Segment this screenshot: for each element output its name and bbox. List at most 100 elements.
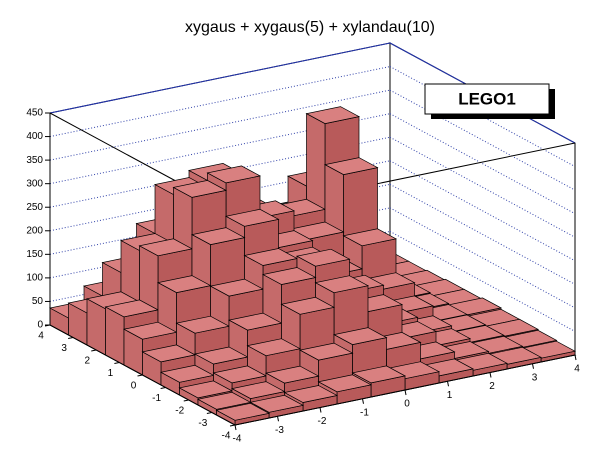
z-tick-label: 400 bbox=[26, 131, 43, 142]
grid-line bbox=[389, 183, 576, 285]
y-tick-label: -3 bbox=[198, 418, 207, 429]
y-tick-label: 2 bbox=[84, 356, 90, 367]
grid-line bbox=[49, 160, 391, 232]
x-tick bbox=[362, 398, 364, 404]
bar-top bbox=[261, 267, 317, 285]
z-tick-label: 0 bbox=[37, 320, 43, 331]
y-tick bbox=[206, 412, 212, 414]
bar-top bbox=[342, 228, 398, 247]
bar-top bbox=[332, 327, 388, 345]
bar-top bbox=[178, 380, 234, 399]
bar-top bbox=[230, 381, 286, 399]
grid-line bbox=[389, 160, 576, 262]
bar-top bbox=[243, 248, 299, 266]
bar-top bbox=[138, 238, 194, 257]
y-tick bbox=[68, 337, 74, 339]
y-tick bbox=[44, 324, 51, 327]
bar-top bbox=[190, 227, 246, 245]
bar-top bbox=[351, 365, 407, 384]
bar-top bbox=[280, 296, 336, 315]
x-tick-label: -4 bbox=[233, 434, 242, 445]
grid-line bbox=[389, 231, 576, 332]
bar-top bbox=[283, 385, 339, 403]
y-tick-label: -4 bbox=[222, 431, 231, 442]
bar-top bbox=[104, 299, 160, 318]
box-edge bbox=[49, 42, 391, 114]
bar-top bbox=[209, 278, 265, 297]
x-tick bbox=[319, 407, 322, 413]
grid-line bbox=[49, 113, 391, 185]
y-tick bbox=[160, 387, 166, 389]
bar-top bbox=[206, 165, 262, 184]
bars bbox=[48, 106, 577, 426]
bar-top bbox=[249, 394, 305, 413]
z-tick-label: 250 bbox=[26, 202, 43, 213]
z-tick-label: 100 bbox=[26, 273, 43, 284]
x-tick bbox=[574, 354, 577, 361]
bar-top bbox=[317, 374, 373, 393]
bar-top bbox=[227, 312, 283, 331]
bar-top bbox=[246, 338, 302, 357]
x-tick bbox=[277, 416, 279, 422]
legend-box bbox=[424, 83, 550, 115]
y-tick-label: 1 bbox=[108, 368, 114, 379]
bar-top bbox=[196, 391, 252, 410]
z-tick-label: 150 bbox=[26, 249, 43, 260]
z-tick-label: 350 bbox=[26, 155, 43, 166]
y-tick-label: 4 bbox=[38, 331, 44, 342]
bar-top bbox=[298, 342, 354, 361]
z-tick-label: 450 bbox=[26, 108, 43, 119]
legend-label: LEGO1 bbox=[458, 89, 516, 108]
x-tick-label: 0 bbox=[404, 399, 410, 410]
x-tick bbox=[404, 389, 407, 396]
bar-top bbox=[122, 321, 178, 340]
x-tick-label: -2 bbox=[318, 416, 327, 427]
x-tick bbox=[447, 381, 449, 387]
bar-top bbox=[172, 180, 228, 198]
grid-line bbox=[49, 183, 391, 255]
bar-top bbox=[193, 346, 249, 365]
bar-top bbox=[156, 275, 212, 293]
y-tick-label: -1 bbox=[152, 393, 161, 404]
x-tick bbox=[489, 372, 492, 378]
y-tick bbox=[137, 374, 143, 377]
bar-top bbox=[224, 208, 280, 227]
bar-top bbox=[212, 365, 268, 384]
z-tick-label: 300 bbox=[26, 178, 43, 189]
grid-line bbox=[49, 89, 391, 161]
z-tick-label: 200 bbox=[26, 225, 43, 236]
y-tick-label: 0 bbox=[131, 381, 137, 392]
bar-top bbox=[264, 365, 320, 384]
bar-top bbox=[305, 106, 361, 124]
bar-top bbox=[159, 364, 215, 383]
bar bbox=[215, 402, 271, 426]
grid-line bbox=[49, 136, 391, 208]
x-tick bbox=[234, 424, 237, 431]
grid-line bbox=[389, 89, 576, 191]
bar-top bbox=[175, 315, 231, 334]
grid-line bbox=[389, 207, 576, 309]
bar-top bbox=[314, 275, 370, 294]
grid-line bbox=[389, 136, 576, 238]
bar-top bbox=[215, 402, 271, 421]
x-tick-label: 2 bbox=[489, 381, 495, 392]
y-tick bbox=[229, 424, 236, 427]
chart-title: xygaus + xygaus(5) + xylandau(10) bbox=[185, 19, 435, 36]
bar-top bbox=[323, 157, 379, 175]
x-tick bbox=[532, 363, 534, 369]
y-tick bbox=[114, 362, 120, 364]
bar-top bbox=[295, 248, 351, 267]
y-tick-label: -2 bbox=[175, 406, 184, 417]
x-tick-label: -3 bbox=[275, 425, 284, 436]
y-tick-label: 3 bbox=[61, 343, 67, 354]
grid-line bbox=[389, 113, 576, 215]
x-tick-label: 1 bbox=[447, 390, 453, 401]
x-tick-label: -1 bbox=[360, 407, 369, 418]
axes: 0 50 100 150 200 250 300 350 400 450 -4 -3 -2 -1 0 1 2 3 4… bbox=[26, 108, 580, 445]
grid-line bbox=[49, 66, 391, 138]
y-tick bbox=[183, 399, 189, 402]
bar-top bbox=[141, 344, 197, 363]
y-tick bbox=[91, 349, 97, 352]
z-tick-label: 50 bbox=[32, 296, 44, 307]
